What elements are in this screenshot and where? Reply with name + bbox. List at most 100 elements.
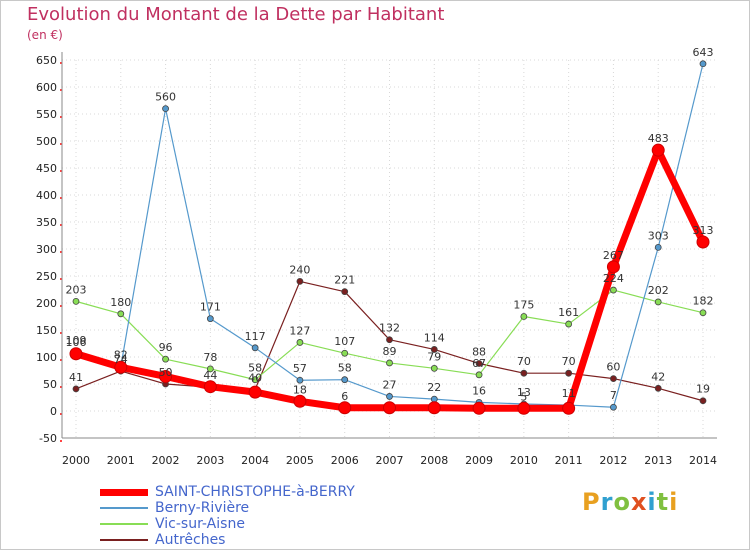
- y-tick-mark: [60, 116, 62, 118]
- data-label: 127: [289, 324, 310, 337]
- data-label: 106: [66, 336, 87, 349]
- legend-swatch: [100, 488, 148, 496]
- data-point: [206, 365, 214, 373]
- legend-swatch: [100, 507, 148, 509]
- data-point: [430, 346, 438, 353]
- x-tick-label: 2009: [465, 454, 493, 467]
- y-tick-label: 200: [36, 297, 57, 310]
- data-label: 57: [293, 362, 307, 375]
- y-tick-label: 350: [36, 216, 57, 229]
- data-label: 303: [648, 229, 669, 242]
- data-label: 171: [200, 301, 221, 314]
- data-point: [162, 355, 169, 363]
- data-label: 224: [603, 272, 624, 285]
- x-tick-label: 2004: [241, 454, 269, 467]
- data-label: 88: [472, 345, 486, 358]
- data-label: 203: [66, 283, 87, 296]
- y-tick-mark: [60, 305, 62, 307]
- data-label: 221: [334, 274, 355, 287]
- data-point: [475, 371, 483, 379]
- data-label: 267: [603, 249, 624, 262]
- data-label: 483: [648, 132, 669, 145]
- data-point: [69, 347, 83, 361]
- y-tick-label: 500: [36, 135, 57, 148]
- data-point: [296, 339, 304, 346]
- data-point: [651, 143, 665, 157]
- data-point: [293, 394, 307, 408]
- y-tick-mark: [60, 386, 62, 388]
- data-point: [472, 401, 486, 415]
- data-label: 6: [341, 390, 348, 403]
- data-point: [696, 235, 710, 249]
- data-label: 175: [513, 299, 534, 312]
- data-label: 96: [159, 341, 173, 354]
- x-tick-label: 2014: [689, 454, 717, 467]
- data-label: 78: [203, 351, 217, 364]
- y-tick-label: 150: [36, 324, 57, 337]
- y-tick-label: 250: [36, 270, 57, 283]
- data-point: [654, 298, 662, 306]
- y-tick-label: 0: [50, 405, 57, 418]
- y-tick-label: 100: [36, 351, 57, 364]
- data-label: 41: [69, 371, 83, 384]
- data-label: 18: [293, 383, 307, 396]
- y-tick-mark: [60, 359, 62, 361]
- y-tick-mark: [60, 143, 62, 145]
- legend-swatch: [100, 539, 148, 541]
- data-point: [251, 344, 259, 352]
- data-label: 180: [110, 296, 131, 309]
- data-point: [338, 401, 352, 415]
- data-label: 22: [427, 381, 441, 394]
- data-label: 643: [693, 46, 714, 59]
- data-point: [610, 403, 617, 411]
- data-label: 58: [338, 362, 352, 375]
- y-tick-mark: [60, 278, 62, 280]
- data-label: 40: [248, 371, 262, 384]
- y-tick-mark: [60, 224, 62, 226]
- data-label: 44: [203, 369, 217, 382]
- data-point: [341, 349, 349, 357]
- data-label: 60: [606, 361, 620, 374]
- y-tick-label: 550: [36, 108, 57, 121]
- data-point: [699, 309, 707, 317]
- data-label: 313: [693, 224, 714, 237]
- data-point: [203, 380, 217, 394]
- data-point: [251, 376, 259, 384]
- y-tick-mark: [60, 251, 62, 253]
- data-label: 7: [610, 389, 617, 402]
- data-point: [610, 375, 617, 383]
- data-point: [383, 401, 396, 415]
- data-point: [386, 336, 393, 344]
- x-tick-label: 2002: [152, 454, 180, 467]
- x-tick-label: 2001: [107, 454, 135, 467]
- chart-title: Evolution du Montant de la Dette par Hab…: [27, 4, 445, 25]
- data-label: 19: [696, 383, 710, 396]
- x-tick-label: 2007: [376, 454, 404, 467]
- data-point: [430, 395, 438, 403]
- y-tick-label: 650: [36, 54, 57, 67]
- data-point: [520, 369, 528, 377]
- data-point: [565, 369, 573, 377]
- data-label: 182: [693, 295, 714, 308]
- x-tick-label: 2008: [420, 454, 448, 467]
- data-point: [296, 277, 304, 285]
- data-label: 50: [159, 366, 173, 379]
- data-label: 13: [517, 386, 531, 399]
- data-label: 161: [558, 306, 579, 319]
- data-label: 70: [562, 355, 576, 368]
- data-point: [606, 260, 620, 274]
- data-point: [296, 376, 304, 384]
- data-label: 560: [155, 91, 176, 104]
- data-point: [699, 397, 707, 405]
- data-label: 240: [289, 263, 310, 276]
- data-point: [162, 105, 169, 112]
- legend-label: Berny-Rivière: [155, 500, 250, 516]
- data-point: [562, 401, 576, 415]
- y-tick-mark: [60, 332, 62, 334]
- data-label: 82: [114, 349, 128, 362]
- data-point: [159, 369, 173, 383]
- data-point: [430, 364, 438, 372]
- data-label: 27: [383, 378, 397, 391]
- legend-swatch: [100, 523, 148, 525]
